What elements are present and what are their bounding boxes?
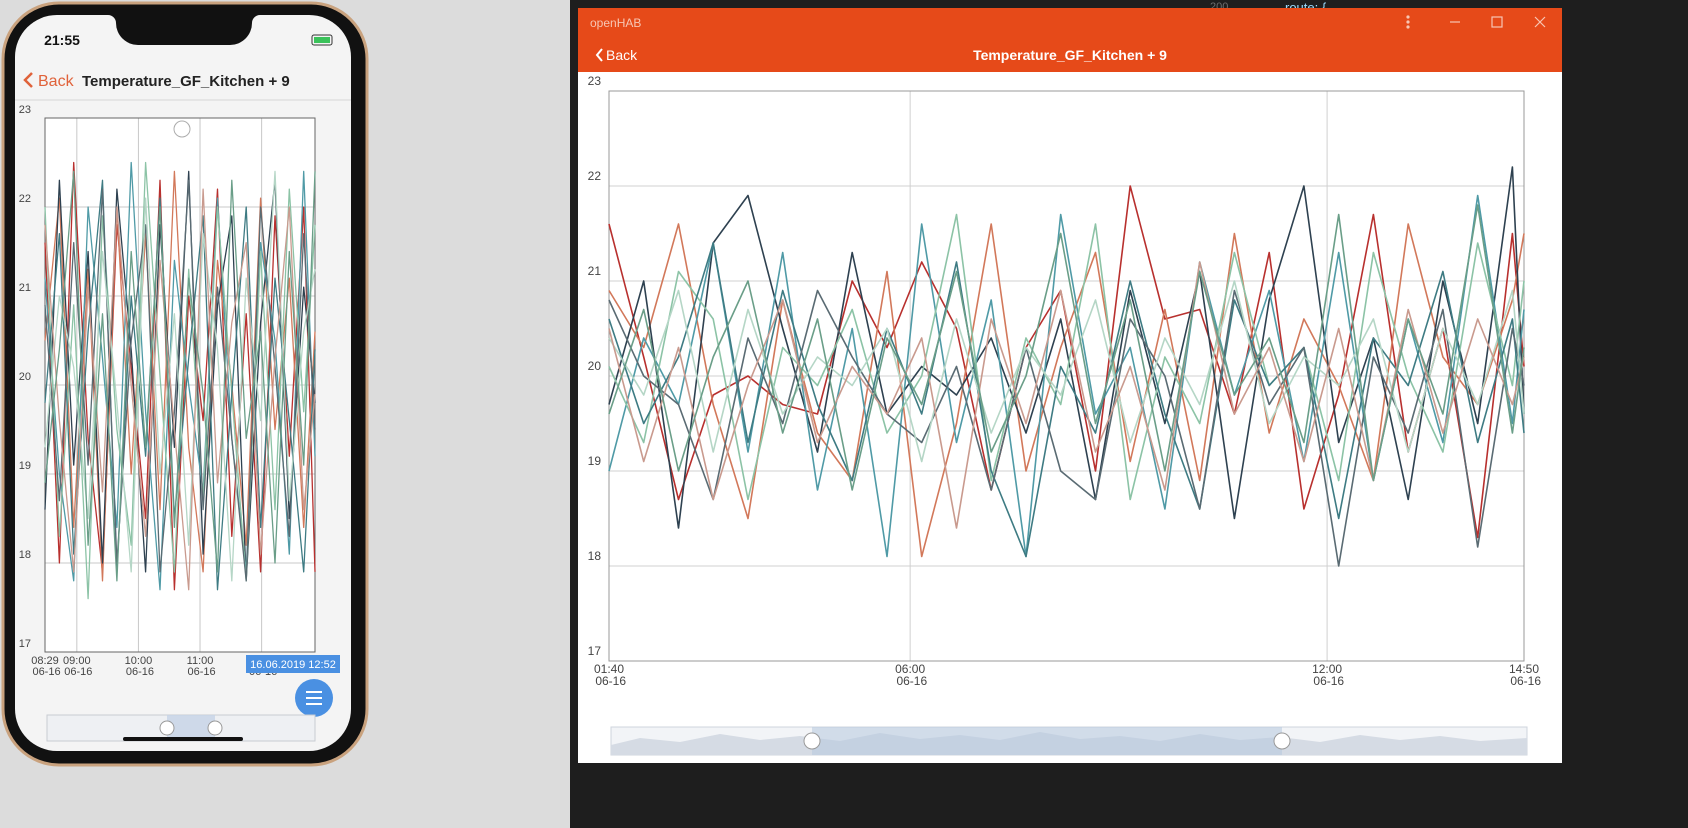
fab-icon[interactable]: [306, 691, 322, 705]
x-tick-label: 08:29 06-16: [29, 655, 60, 678]
y-tick-label: 18: [19, 549, 31, 561]
series-line: [44, 170, 316, 582]
series-line: [44, 188, 316, 591]
cursor: [173, 120, 191, 138]
x-tick-label: 14:50 06-16: [1507, 662, 1541, 688]
navigator-handle[interactable]: [1273, 732, 1291, 750]
navigator-handle[interactable]: [207, 720, 223, 736]
x-tick-label: 01:40 06-16: [592, 662, 626, 688]
phone-title: Temperature_GF_Kitchen + 9: [82, 73, 290, 90]
menu-dot[interactable]: [1406, 25, 1410, 29]
y-tick-label: 21: [19, 282, 31, 294]
series-line: [608, 223, 1525, 558]
series-line: [44, 179, 316, 582]
y-tick-label: 19: [588, 454, 602, 468]
window-navigator-range[interactable]: [812, 727, 1282, 755]
notch: [100, 15, 268, 45]
x-tick-label: 10:00 06-16: [123, 655, 154, 678]
y-tick-label: 18: [588, 549, 602, 563]
x-tick-label: 06:00 06-16: [893, 662, 927, 688]
menu-dot[interactable]: [1406, 20, 1410, 24]
y-tick-label: 20: [588, 359, 602, 373]
back-button[interactable]: Back: [606, 47, 638, 63]
y-tick-label: 20: [19, 371, 31, 383]
plot-frame: [44, 117, 316, 653]
series-line: [608, 204, 1525, 491]
navigator-handle[interactable]: [803, 732, 821, 750]
series-line: [608, 166, 1525, 529]
battery: [311, 34, 333, 46]
battery-level: [314, 37, 330, 43]
x-tick-label: 09:00 06-16: [61, 655, 92, 678]
home-indicator: [123, 737, 243, 741]
tooltip: 16.06.2019 12:52: [250, 659, 336, 671]
x-tick-label: 11:00 06-16: [184, 655, 215, 678]
back-chevron[interactable]: [23, 72, 33, 88]
series-line: [44, 170, 316, 582]
menu-dot[interactable]: [1406, 15, 1410, 19]
y-tick-label: 23: [588, 74, 602, 88]
y-tick-label: 17: [19, 638, 31, 650]
series-line: [608, 185, 1525, 539]
series-line: [608, 242, 1525, 558]
window-title: Temperature_GF_Kitchen + 9: [973, 47, 1167, 63]
y-tick-label: 19: [19, 460, 31, 472]
y-tick-label: 22: [588, 169, 602, 183]
back-chevron[interactable]: [595, 48, 603, 62]
back-button[interactable]: Back: [38, 73, 75, 90]
series-line: [608, 213, 1525, 501]
status-time: 21:55: [44, 32, 80, 48]
y-tick-label: 22: [19, 193, 31, 205]
y-tick-label: 21: [588, 264, 602, 278]
title-bar: [578, 8, 1562, 72]
tooltip-box: [246, 655, 340, 673]
x-tick-label: 12:00 06-16: [1310, 662, 1344, 688]
app-name: openHAB: [590, 16, 641, 30]
series-line: [608, 261, 1525, 529]
y-tick-label: 23: [19, 104, 31, 116]
charts: 17 18 19 20 21 22 23 01:40 06-16 06:00 06-16 12:0…: [19, 74, 1542, 688]
y-tick-label: 17: [588, 644, 602, 658]
navigator-handle[interactable]: [159, 720, 175, 736]
plot-frame: [608, 90, 1525, 662]
maximize[interactable]: [1491, 16, 1503, 28]
series-line: [608, 280, 1525, 463]
close[interactable]: [1534, 16, 1546, 28]
phone-header: [15, 60, 351, 100]
window-controls[interactable]: [1406, 15, 1546, 29]
phone-navigator-range[interactable]: [167, 715, 215, 741]
